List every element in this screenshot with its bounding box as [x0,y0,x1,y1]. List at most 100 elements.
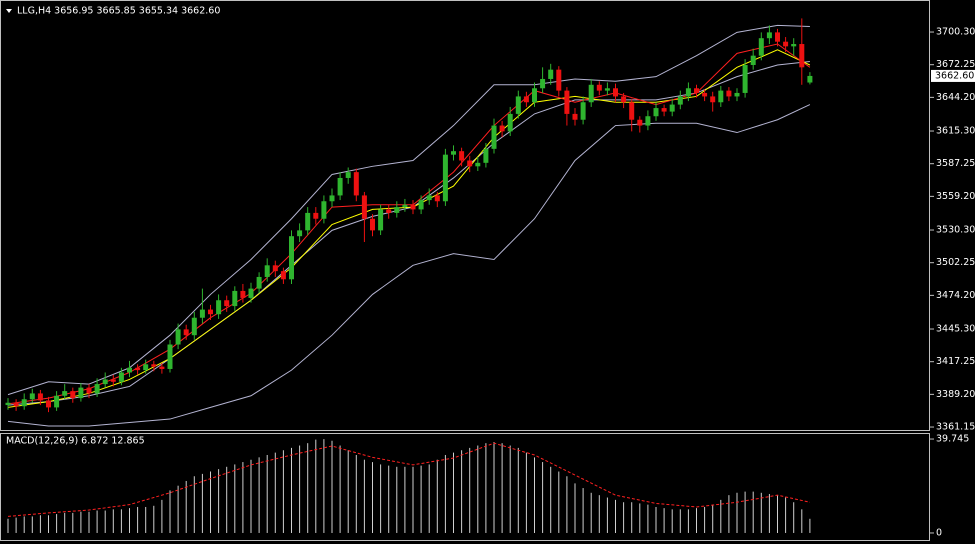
candle-body [491,125,497,149]
candle-body [669,104,675,112]
candle-body [280,271,286,280]
y-tick-label: 3644.20 [936,92,975,103]
candle-body [645,116,651,126]
candle-body [483,148,489,163]
candle-body [102,379,108,385]
candle-body [289,236,294,280]
candle-body [588,84,594,103]
candle-body [208,309,213,315]
candle-body [499,125,505,132]
candle-body [337,177,343,196]
candle-body [410,204,416,210]
y-tick-label: 3559.20 [936,191,975,202]
y-tick-label: 3389.20 [936,389,975,400]
macd-panel [0,433,930,541]
candle-body [532,88,537,103]
candle-body [548,69,554,79]
candle-body [596,84,602,91]
signal-line [7,442,811,517]
indicator-line [7,24,810,396]
y-tick-label: 3474.20 [936,290,975,301]
candle-body [110,379,116,382]
candle-body [507,113,513,132]
candle-body [248,288,254,298]
candle-body [750,55,756,65]
last-price-box [931,69,975,82]
candle-body [297,230,303,237]
candle-body [345,172,351,178]
candle-body [418,200,424,210]
candle-body [175,329,181,345]
candle-body [321,201,327,219]
candle-body [572,113,578,120]
candle-body [264,265,270,277]
candle-body [256,276,262,289]
indicator-line [7,104,811,427]
candle-body [523,96,529,103]
candle-body [629,102,635,120]
y-tick-label: 39.745 [936,434,969,445]
candle-body [143,364,149,371]
y-tick-label: 3700.30 [936,27,975,38]
candle-body [272,265,278,272]
candle-body [21,399,27,407]
menu-arrow[interactable] [6,9,12,13]
candle-body [775,32,780,42]
candle-body [434,195,440,202]
macd-title: MACD(12,26,9) 6.872 12.865 [6,436,145,447]
candle-body [386,209,392,213]
candle-body [78,387,84,399]
candle-body [394,207,400,213]
candle-body [677,96,683,105]
candle-body [159,366,165,369]
candle-body [5,402,11,406]
candle-body [451,151,456,155]
candle-body [799,44,805,68]
candle-body [361,195,367,219]
candle-body [135,367,141,371]
candle-body [70,391,76,399]
y-tick-label: 0 [936,527,942,538]
candle-body [151,364,157,367]
candle-body [183,329,189,336]
candle-body [661,108,667,112]
y-tick-label: 3672.25 [936,59,975,70]
candle-body [29,393,35,400]
main-panel [0,0,930,431]
candle-body [199,309,205,318]
candle-body [191,317,197,336]
candle-body [353,172,359,196]
candle-body [718,90,724,103]
candle-body [54,395,60,408]
candle-body [127,367,132,373]
candle-body [426,195,432,201]
candle-body [604,88,610,91]
candle-body [637,119,643,126]
chart-title: LLG,H4 3656.95 3665.85 3655.34 3662.60 [17,6,220,17]
candle-body [613,88,618,97]
candle-body [86,387,92,394]
candle-body [13,402,19,407]
candle-body [783,41,789,47]
candle-body [807,75,813,83]
y-tick-label: 3587.25 [936,158,975,169]
candle-body [580,102,586,120]
candle-body [726,90,732,97]
candle-body [216,300,222,315]
candle-body [556,69,562,91]
y-tick-label: 3615.30 [936,126,975,137]
candle-body [621,96,627,103]
candle-body [240,290,246,298]
candle-body [742,64,748,93]
candle-body [467,160,473,167]
candle-body [710,96,716,103]
candle-body [685,88,691,97]
y-tick-label: 3530.30 [936,225,975,236]
y-tick-label: 3417.25 [936,356,975,367]
candle-body [791,44,797,47]
last-price-label: 3662.60 [935,70,974,81]
candle-body [118,372,124,382]
candle-body [37,393,43,401]
candle-body [758,38,764,56]
